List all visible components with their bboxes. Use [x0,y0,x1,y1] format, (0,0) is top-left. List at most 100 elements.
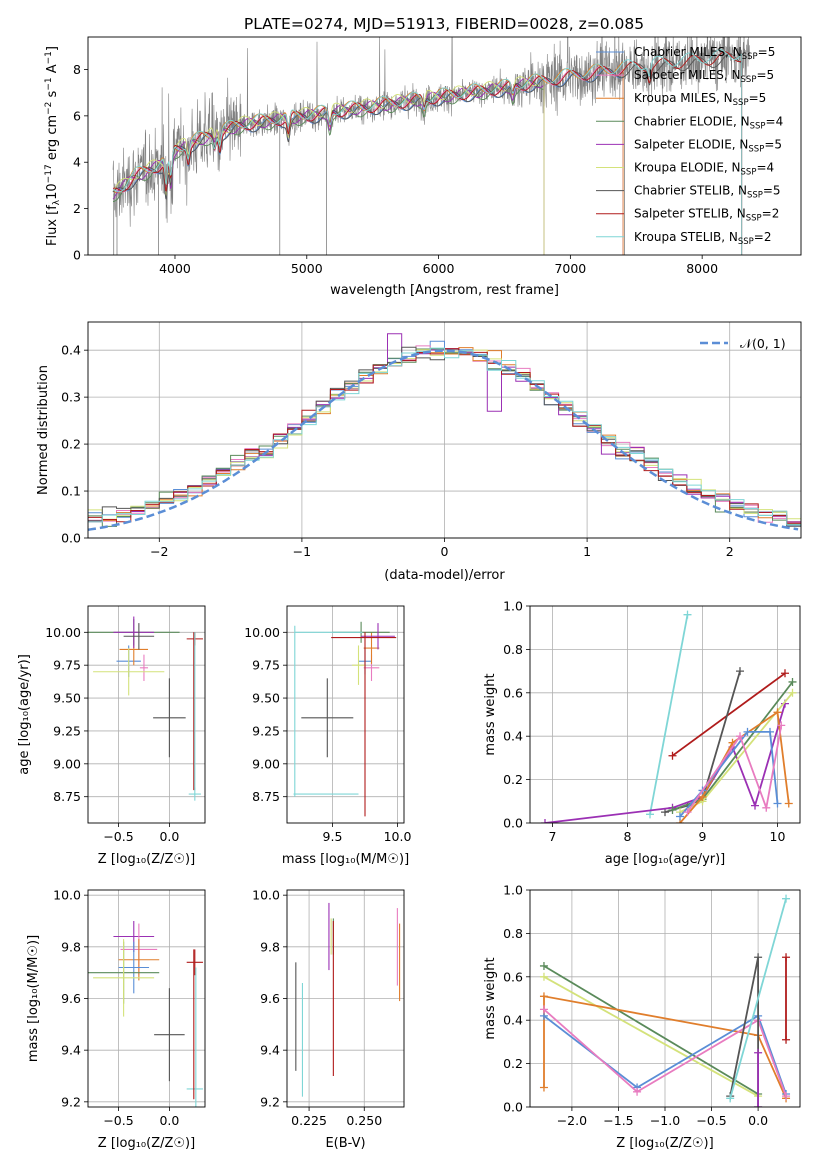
weight-marker [676,812,684,821]
mass-vs-ebv-plot: 0.225 0.250 9.2 9.4 9.6 9.8 10.0 E(B-V) [252,888,405,1151]
y-tick-label: 0.4 [61,343,81,358]
x-tick-label: 2 [726,544,734,559]
y-tick-label: 9.75 [53,658,81,673]
weight-marker [782,953,791,962]
y-tick-label: 0.1 [61,484,81,499]
x-tick-label: 1 [583,544,591,559]
y-tick-label: 0.0 [61,531,81,546]
plot-area [88,333,801,532]
y-axis-label: mass [log₁₀(M/M☉)] [26,935,41,1062]
y-axis-label: Normed distribution [36,365,51,495]
y-tick-label: 0.2 [503,772,523,787]
x-tick-label: −2.0 [557,1113,587,1128]
y-tick-label: 0.6 [503,969,523,984]
y-tick-label: 9.75 [252,658,280,673]
residuals-histogram: −2 −1 0 1 2 0.0 0.1 0.2 0.3 0.4 𝒩(0, 1) (data-model… [36,321,802,583]
y-axis-label-part: 10 [45,183,60,200]
model-spectrum-8 [112,49,742,193]
weight-marker [754,953,763,962]
weight-line-4 [543,1008,787,1097]
y-tick-label: 0.4 [503,1013,523,1028]
mass-vs-metallicity-plot: −0.5 0.0 9.2 9.4 9.6 9.8 10.0 Z [log₁₀(Z/Z☉)] ma… [26,888,206,1151]
legend-entry-2: Kroupa MILES, NSSP=5 [634,91,766,108]
weight-line-0 [543,965,759,1095]
y-tick-label: 2 [73,201,81,216]
plot-area [539,894,791,1107]
axes-frame [286,605,405,824]
x-tick-label: −0.5 [103,829,133,844]
model-spectrum-7 [112,51,742,192]
legend-subscript: SSP [741,168,757,178]
y-tick-label: 9.8 [260,939,280,954]
legend-label: Chabrier ELODIE, N [634,114,750,128]
x-axis-label: age [log₁₀(age/yr)] [605,852,726,867]
x-tick-label: 5000 [291,261,323,276]
legend-subscript: SSP [746,214,762,224]
x-tick-label: 8000 [686,261,718,276]
legend-value: =4 [766,114,784,128]
legend-subscript: SSP [742,52,758,62]
plot-area [295,902,401,1097]
weight-marker [633,1087,642,1096]
axes-frame [529,889,801,1108]
legend-gaussian-label: 𝒩(0, 1) [740,336,786,351]
x-axis-label: mass [log₁₀(M/M☉)] [282,852,409,867]
legend-label: Chabrier MILES, N [634,45,742,59]
y-tick-label: 0.8 [503,642,523,657]
weight-line-7 [679,731,779,818]
y-tick-label: 4 [73,155,81,170]
y-axis-label-part: s [45,90,60,101]
y-axis-label-part: Flux [f [45,205,60,246]
mass-weight-vs-age-plot: 7 8 9 10 0.0 0.2 0.4 0.6 0.8 1.0 age [log₁₀(age/yr… [483,599,801,867]
age-vs-metallicity-plot: −0.5 0.0 8.75 9.00 9.25 9.50 9.75 10.00 Z [log₁₀… [17,605,206,867]
weight-marker [541,819,549,823]
weight-marker [784,799,793,808]
weight-marker [668,751,677,760]
age-vs-mass-plot: 9.5 10.0 8.75 9.00 9.25 9.50 9.75 10.00 mass [lo… [244,605,412,867]
legend-label: Salpeter ELODIE, N [634,137,748,151]
weight-marker [788,688,797,697]
weight-line-6 [729,898,787,1099]
axes-frame [286,889,405,1108]
weight-marker [773,799,782,808]
legend-value: =5 [764,137,782,151]
y-axis-label-part: A [45,64,60,77]
y-tick-label: 1.0 [503,599,523,614]
axes-frame [529,605,801,824]
x-tick-label: 10 [770,829,786,844]
weight-marker [754,1048,763,1057]
x-tick-label: 0.0 [748,1113,768,1128]
x-axis-label: Z [log₁₀(Z/Z☉)] [98,1136,195,1151]
y-tick-label: 9.50 [53,691,81,706]
y-tick-label: 8 [73,62,81,77]
y-axis-label-part: λ [52,199,62,205]
weight-marker [539,961,548,970]
weight-line-1 [543,976,759,1097]
y-axis-label-part: −17 [44,164,54,183]
y-tick-label: 9.2 [260,1094,280,1109]
weight-marker [773,708,782,717]
weight-marker [777,721,786,730]
y-tick-label: 9.25 [53,723,81,738]
weight-marker [788,677,797,686]
x-axis-label: Z [log₁₀(Z/Z☉)] [616,1136,713,1151]
observed-spectrum-line [112,37,750,227]
weight-line-0 [649,614,689,815]
x-tick-label: 10.0 [384,829,412,844]
weight-marker [754,1103,763,1107]
weight-line-6 [679,710,790,823]
y-tick-label: 0.2 [61,437,81,452]
plot-area [88,921,203,1107]
weight-marker [762,803,771,812]
x-tick-label: 7 [549,829,557,844]
legend-entry-4: Salpeter ELODIE, NSSP=5 [634,137,782,154]
weight-marker [782,1035,791,1044]
weight-marker [782,1092,791,1101]
legend-value: =5 [758,45,776,59]
x-tick-label: 8 [624,829,632,844]
x-tick-label: 0.250 [346,1113,382,1128]
weight-line-1 [671,672,786,757]
x-axis-label: Z [log₁₀(Z/Z☉)] [98,852,195,867]
y-axis-label-part: −1 [44,77,54,90]
